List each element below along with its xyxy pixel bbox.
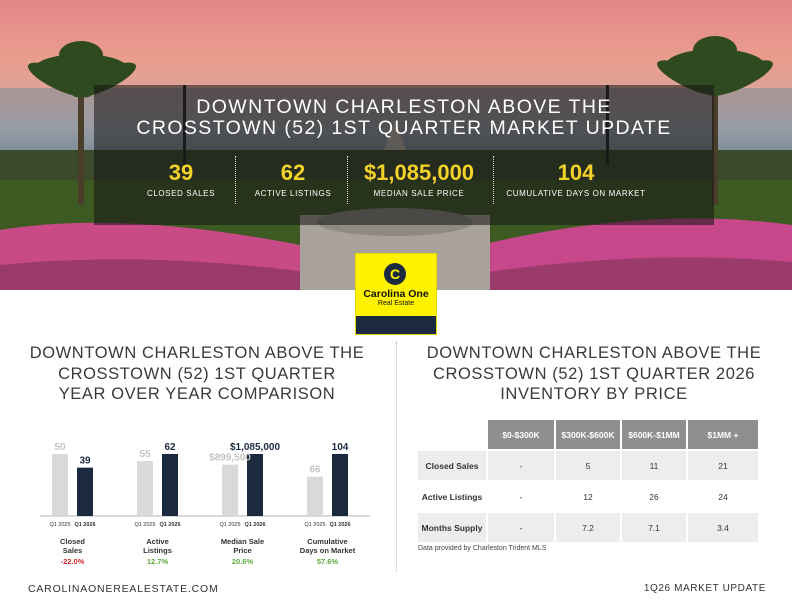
bar-q1-2025 — [222, 464, 238, 516]
stat-days-on-market: 104 CUMULATIVE DAYS ON MARKET — [500, 160, 652, 200]
row-label: Active Listings — [418, 480, 488, 512]
category-label: Cumulative — [307, 537, 347, 546]
stat-divider — [235, 156, 236, 204]
category-label: Listings — [143, 546, 172, 555]
hero-banner: DOWNTOWN CHARLESTON ABOVE THE CROSSTOWN … — [0, 0, 792, 290]
column-header: $600K-$1MM — [621, 420, 688, 450]
bar-value-label-2025: 55 — [139, 449, 151, 460]
bar-q1-2025 — [137, 461, 153, 516]
inventory-title: DOWNTOWN CHARLESTON ABOVE THE CROSSTOWN … — [408, 343, 780, 405]
change-percent: -22.0% — [61, 557, 85, 566]
x-tick-label: Q1 2026 — [244, 522, 265, 528]
logo-name: Carolina One — [363, 288, 429, 300]
table-corner — [418, 420, 488, 450]
category-label: Active — [146, 537, 169, 546]
bar-value-label-2026: 39 — [79, 456, 91, 467]
table-cell: 3.4 — [687, 511, 758, 542]
section-divider — [396, 342, 397, 572]
bar-value-label-2025: 66 — [309, 465, 321, 476]
table-cell: 7.2 — [555, 511, 622, 542]
table-cell: 24 — [687, 480, 758, 512]
table-cell: 5 — [555, 449, 622, 481]
table-cell: 11 — [621, 449, 688, 481]
bar-q1-2026 — [77, 467, 93, 516]
x-tick-label: Q1 2026 — [159, 522, 180, 528]
inventory-title-line2: CROSSTOWN (52) 1ST QUARTER 2026 — [432, 364, 756, 383]
table-cell: - — [487, 480, 556, 512]
logo-bar — [356, 316, 436, 334]
inventory-title-line3: INVENTORY BY PRICE — [500, 385, 688, 403]
x-tick-label: Q1 2025 — [49, 522, 70, 528]
table-header-row: $0-$300K $300K-$600K $600K-$1MM $1MM + — [418, 420, 758, 450]
category-label: Closed — [60, 537, 85, 546]
bar-value-label-2026: 62 — [164, 442, 176, 453]
stat-median-sale-price: $1,085,000 MEDIAN SALE PRICE — [352, 160, 486, 200]
x-tick-label: Q1 2026 — [74, 522, 95, 528]
row-label: Months Supply — [418, 511, 488, 542]
stat-closed-sales: 39 CLOSED SALES — [140, 160, 222, 200]
stat-divider — [493, 156, 494, 204]
stat-divider — [347, 156, 348, 204]
table-cell: 26 — [621, 480, 688, 512]
column-header: $1MM + — [687, 420, 758, 450]
category-label: Sales — [63, 546, 83, 555]
inventory-title-line1: DOWNTOWN CHARLESTON ABOVE THE — [426, 344, 762, 362]
table-cell: - — [487, 449, 556, 481]
row-label: Closed Sales — [418, 449, 488, 481]
x-tick-label: Q1 2026 — [329, 522, 350, 528]
x-tick-label: Q1 2025 — [134, 522, 155, 528]
footer-website-link[interactable]: CAROLINAONEREALESTATE.COM — [28, 583, 219, 595]
table-cell: - — [487, 511, 556, 542]
stat-value: 39 — [168, 160, 194, 185]
stat-value: 62 — [280, 160, 306, 185]
bar-q1-2026 — [247, 454, 263, 516]
table-cell: 12 — [555, 480, 622, 512]
category-label: Price — [233, 546, 251, 555]
bar-value-label-2025: $899,500 — [209, 453, 251, 464]
bar-q1-2025 — [307, 476, 323, 516]
table-row: Active Listings - 12 26 24 — [418, 480, 758, 512]
yoy-title-line3: YEAR OVER YEAR COMPARISON — [58, 385, 336, 403]
bar-q1-2025 — [52, 454, 68, 516]
hero-title-line1: DOWNTOWN CHARLESTON ABOVE THE — [196, 96, 612, 118]
bar-value-label-2025: 50 — [54, 442, 66, 453]
stat-label: CLOSED SALES — [146, 189, 216, 198]
data-source-note: Data provided by Charleston Trident MLS — [418, 545, 547, 552]
stat-value: $1,085,000 — [363, 160, 475, 185]
stat-label: CUMULATIVE DAYS ON MARKET — [506, 189, 646, 198]
stat-label: MEDIAN SALE PRICE — [373, 189, 465, 198]
stat-value: 104 — [557, 160, 595, 185]
carolina-one-logo: C Carolina One Real Estate — [355, 253, 437, 335]
table-cell: 7.1 — [621, 511, 688, 542]
table-row: Closed Sales - 5 11 21 — [418, 449, 758, 481]
inventory-table: $0-$300K $300K-$600K $600K-$1MM $1MM + C… — [418, 420, 758, 542]
change-percent: 57.6% — [317, 557, 339, 566]
bar-q1-2026 — [332, 454, 348, 516]
column-header: $300K-$600K — [555, 420, 622, 450]
change-percent: 20.6% — [232, 557, 254, 566]
hero-title-line2: CROSSTOWN (52) 1ST QUARTER MARKET UPDATE — [136, 117, 672, 139]
category-label: Days on Market — [300, 546, 356, 555]
bar-q1-2026 — [162, 454, 178, 516]
logo-subtitle: Real Estate — [377, 300, 415, 307]
hero-overlay-panel — [94, 85, 714, 225]
stat-label: ACTIVE LISTINGS — [254, 189, 332, 198]
change-percent: 12.7% — [147, 557, 169, 566]
yoy-title-line1: DOWNTOWN CHARLESTON ABOVE THE — [29, 344, 365, 362]
yoy-title: DOWNTOWN CHARLESTON ABOVE THE CROSSTOWN … — [14, 343, 380, 405]
table-row: Months Supply - 7.2 7.1 3.4 — [418, 511, 758, 542]
column-header: $0-$300K — [487, 420, 556, 450]
yoy-title-line2: CROSSTOWN (52) 1ST QUARTER — [58, 364, 336, 383]
hero-title: DOWNTOWN CHARLESTON ABOVE THE CROSSTOWN … — [94, 97, 714, 139]
bar-value-label-2026: $1,085,000 — [230, 442, 280, 453]
footer-report-label: 1Q26 MARKET UPDATE — [643, 583, 766, 594]
table-cell: 21 — [687, 449, 758, 481]
bar-value-label-2026: 104 — [332, 442, 349, 453]
x-tick-label: Q1 2025 — [304, 522, 325, 528]
x-tick-label: Q1 2025 — [219, 522, 240, 528]
stat-active-listings: 62 ACTIVE LISTINGS — [248, 160, 338, 200]
category-label: Median Sale — [221, 537, 264, 546]
logo-mark-icon: C — [384, 263, 406, 285]
